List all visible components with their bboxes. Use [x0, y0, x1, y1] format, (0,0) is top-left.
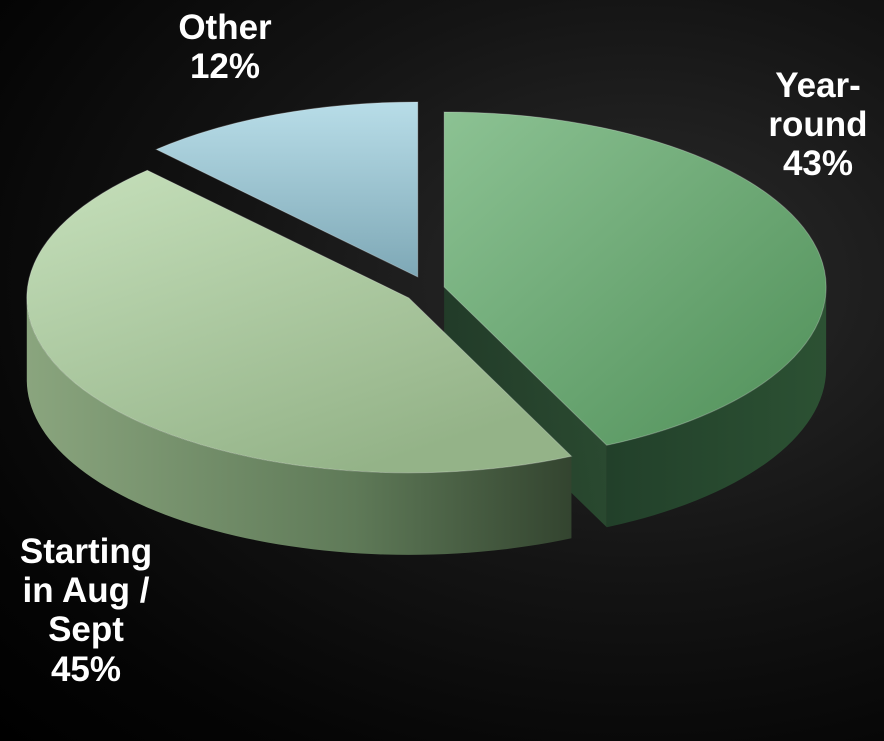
- label-line: round: [768, 105, 868, 145]
- label-percent: 43%: [782, 144, 854, 184]
- slice-label-year-round: Year- round 43%: [752, 66, 884, 184]
- label-line: Starting: [19, 532, 153, 571]
- label-line: Year-: [775, 66, 861, 105]
- slice-label-starting-aug-sept: Starting in Aug / Sept 45%: [0, 532, 172, 689]
- slice-year-round: [443, 111, 827, 446]
- label-line: Sept: [48, 610, 124, 650]
- label-percent: 12%: [189, 47, 261, 87]
- label-percent: 45%: [50, 649, 122, 689]
- slice-wall-starting-aug-sept: [26, 297, 572, 555]
- slice-wall-year-round: [606, 286, 827, 528]
- slice-walls: [26, 286, 827, 555]
- slice-starting-aug-sept: [26, 169, 573, 474]
- slice-label-other: Other 12%: [150, 8, 300, 86]
- label-line: Other: [178, 8, 272, 47]
- slice-other: [155, 101, 419, 278]
- label-line: in Aug /: [22, 571, 150, 611]
- slice-tops: [26, 101, 827, 474]
